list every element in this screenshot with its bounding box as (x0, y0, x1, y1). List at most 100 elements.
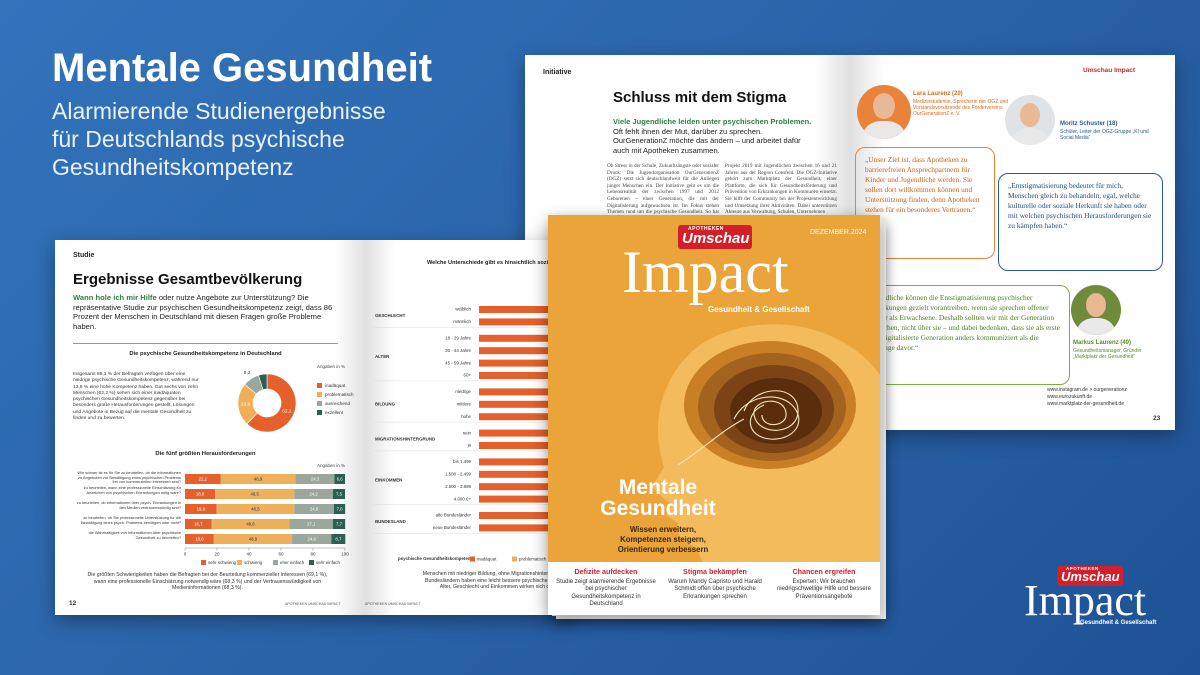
quote-box: „Entstigmatisierung bedeutet für mich, M… (998, 173, 1163, 271)
legend-label: exzellent (325, 410, 344, 415)
cover-tagline: Orientierung verbessern (617, 545, 709, 554)
row-label: neue Bundesländer (433, 525, 472, 530)
bar-value-label: 7,5 (336, 491, 343, 496)
legend-label: ausreichend (325, 401, 350, 406)
teaser-head: Chancen ergreifen (792, 567, 856, 576)
portrait-face (1086, 292, 1106, 317)
brand-badge (1057, 566, 1123, 586)
brain-layer (730, 378, 822, 444)
legend-label: schwierig (244, 560, 263, 565)
subheadline: für Deutschlands psychische (52, 126, 345, 152)
bar-value-label: 18,8 (196, 491, 205, 496)
logo-title: Impact (1024, 576, 1147, 625)
row-label: nein (463, 430, 472, 435)
subheadline: Gesundheitskompetenz (52, 154, 294, 180)
person-name: Lara Laurenz (20) (913, 91, 963, 97)
row-label: 4.000 €+ (454, 496, 472, 501)
thought-scribble (743, 390, 799, 431)
bar (479, 442, 566, 449)
bar-value-label: 7,0 (337, 506, 344, 511)
bar-segment (294, 489, 333, 499)
x-tick-label: 0 (184, 552, 187, 557)
bar-value-label: 16,7 (194, 521, 203, 526)
person-name: Markus Laurenz (49) (1073, 340, 1132, 346)
teaser-head: Stigma bekämpfen (683, 567, 747, 576)
person-role: Medizinstudentin, Sprecherin der OGZ und… (913, 99, 1009, 117)
issue-date: DEZEMBER 2024 (810, 229, 867, 236)
bar (479, 400, 566, 408)
bar (479, 334, 566, 342)
portrait-body (1077, 318, 1115, 335)
bar-value-label: 48,6 (246, 521, 255, 526)
donut-segment (246, 373, 297, 433)
chart-footer: Die größten Schwierigkeiten haben die Be… (87, 572, 328, 592)
chart-unit: Angaben in % (317, 463, 346, 468)
legend-swatch (201, 560, 206, 565)
bar (479, 483, 565, 491)
bar (479, 495, 566, 503)
section-label: Initiative (543, 69, 572, 76)
portrait-face (873, 93, 895, 119)
imprint: APOTHEKEN UMSCHAU IMPACT (365, 602, 421, 606)
legend-label: inadäquat (325, 383, 346, 388)
bar (479, 429, 565, 437)
legend-swatch (273, 560, 278, 565)
row-label: ja (467, 443, 472, 448)
bar-segment (333, 504, 346, 514)
legend-label: sehr schwierig (208, 560, 237, 565)
thought-scribble (733, 396, 800, 440)
donut-chart: 62,2 23,9 9,2 inadäquat problematisch ausreic… (237, 370, 354, 433)
bar-value-label: 48,5 (251, 506, 260, 511)
chart-title: Die fünf größten Herausforderungen (155, 451, 256, 457)
legend-label: problematisch (519, 556, 547, 561)
bar-label: die Wahrhaftigkeit von Informationen übe… (88, 530, 181, 540)
portrait-body (1011, 128, 1049, 145)
bar-segment (334, 474, 345, 484)
brand-name: Umschau (1061, 569, 1120, 584)
section-label: Studie (73, 252, 95, 259)
bar-segment (295, 474, 335, 484)
person-name: Moritz Schuster (18) (1060, 121, 1118, 127)
article-lead: Viele Jugendliche leiden unter psychisch… (613, 117, 818, 155)
row-label: bis 1.499 (453, 459, 471, 464)
cover-headline: Mentale Gesundheit (600, 476, 716, 520)
page-number: 12 (69, 600, 77, 607)
bar-segment (332, 519, 346, 529)
article-title: Ergebnisse Gesamtbevölkerung (73, 271, 303, 288)
bar (479, 470, 565, 478)
teaser-band (548, 562, 880, 615)
bar (479, 359, 566, 367)
bar (479, 524, 566, 532)
group-label: MIGRATIONSHINTERGRUND (375, 436, 435, 441)
legend-label: problematisch (325, 392, 354, 397)
gutter-shade (335, 240, 395, 615)
legend-swatch (317, 392, 322, 397)
page-number: 23 (1153, 415, 1161, 422)
cover-title: Impact (622, 239, 789, 305)
bar-segment (220, 474, 296, 484)
x-tick-label: 20 (214, 552, 220, 557)
portrait (1071, 285, 1121, 335)
row-label: 45 - 59 Jahre (445, 360, 471, 365)
x-tick-label: 40 (246, 552, 252, 557)
legend-swatch (317, 383, 322, 388)
article-title: Schluss mit dem Stigma (613, 89, 787, 106)
donut-label: 9,2 (244, 370, 251, 376)
magazine-cover: APOTHEKEN Umschau DEZEMBER 2024 Impact Gesun… (548, 215, 880, 615)
lead-bold: Viele Jugendliche leiden unter psychisch… (613, 117, 812, 126)
group-label: EINKOMMEN (375, 478, 402, 483)
bar-segment (216, 504, 295, 514)
bar-segment (185, 504, 217, 514)
group-label: ALTER (375, 354, 390, 359)
donut-label: 23,9 (241, 401, 251, 407)
bar-segment (185, 489, 216, 499)
bar-segment (185, 534, 214, 544)
row-label: männlich (453, 319, 471, 324)
legend-swatch (237, 560, 242, 565)
bar-label: zu beurteilen, ob Informationen über psy… (76, 500, 181, 510)
row-label: 30 - 44 Jahre (445, 348, 471, 353)
thought-scribble (677, 418, 745, 466)
x-tick-label: 60 (278, 552, 284, 557)
bar-label: zu beurteilen, ob Sie professionelle Unt… (81, 515, 181, 525)
portrait-face (1020, 102, 1040, 127)
